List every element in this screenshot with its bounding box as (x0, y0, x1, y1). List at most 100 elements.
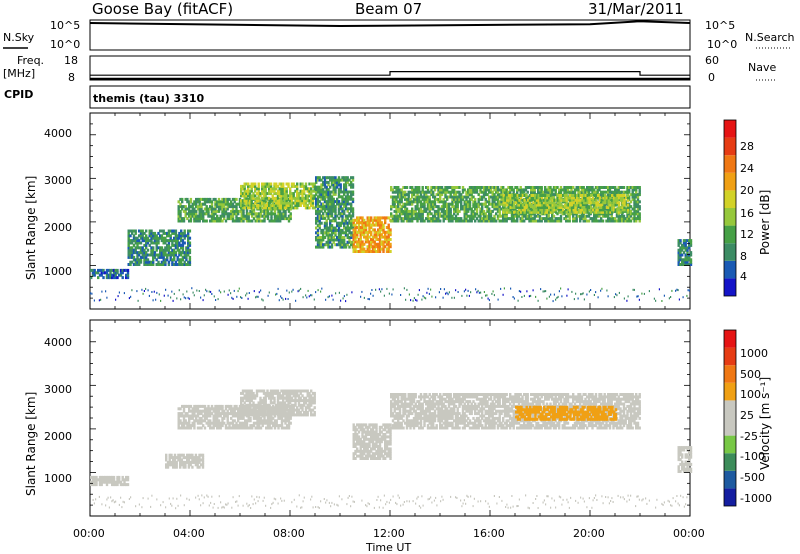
heatmap-cell (597, 296, 599, 299)
heatmap-cell (131, 246, 134, 250)
heatmap-cell (233, 409, 236, 413)
heatmap-cell (514, 209, 517, 213)
heatmap-cell (134, 231, 137, 235)
heatmap-cell (127, 255, 130, 259)
heatmap-cell (318, 236, 321, 239)
heatmap-cell (551, 198, 554, 202)
heatmap-cell (444, 190, 447, 194)
heatmap-cell (177, 214, 180, 218)
heatmap-cell (591, 219, 594, 223)
heatmap-cell (442, 209, 445, 213)
heatmap-cell (185, 297, 187, 300)
heatmap-cell (323, 231, 327, 235)
heatmap-cell (148, 234, 151, 238)
heatmap-cell (497, 298, 499, 301)
heatmap-cell (233, 197, 236, 201)
heatmap-cell (595, 210, 598, 214)
heatmap-cell (219, 217, 222, 221)
heatmap-cell (183, 251, 186, 255)
heatmap-cell (160, 263, 164, 266)
heatmap-cell (228, 421, 231, 425)
heatmap-cell (145, 255, 148, 259)
heatmap-cell (282, 214, 285, 218)
heatmap-cell (418, 197, 421, 201)
heatmap-cell (407, 200, 410, 204)
heatmap-cell (224, 207, 228, 211)
heatmap-cell (273, 419, 277, 423)
heatmap-cell (623, 208, 626, 212)
heatmap-cell (470, 207, 473, 211)
heatmap-cell (535, 203, 539, 207)
heatmap-cell (136, 263, 139, 266)
heatmap-cell (277, 209, 280, 213)
heatmap-cell (591, 190, 594, 194)
heatmap-cell (169, 255, 172, 259)
heatmap-cell (643, 292, 645, 295)
heatmap-cell (112, 276, 116, 280)
heatmap-cell (453, 209, 456, 213)
heatmap-cell (600, 217, 603, 221)
heatmap-cell (235, 207, 238, 211)
heatmap-cell (614, 190, 617, 194)
heatmap-cell (566, 212, 570, 216)
heatmap-cell (415, 298, 417, 301)
heatmap-cell (285, 194, 288, 198)
heatmap-cell (409, 212, 412, 216)
heatmap-cell (247, 201, 250, 205)
heatmap-cell (493, 205, 496, 209)
heatmap-cell (325, 228, 328, 232)
heatmap-cell (636, 200, 640, 204)
heatmap-cell (463, 200, 466, 204)
heatmap-cell (320, 228, 323, 232)
heatmap-cell (327, 192, 330, 196)
heatmap-cell (250, 194, 253, 198)
heatmap-cell (404, 190, 407, 194)
heatmap-cell (364, 221, 368, 225)
heatmap-cell (196, 412, 200, 416)
heatmap-cell (316, 243, 320, 247)
heatmap-cell (126, 268, 130, 272)
heatmap-cell (373, 242, 376, 246)
heatmap-cell (143, 251, 146, 255)
heatmap-cell (633, 288, 635, 291)
heatmap-cell (495, 207, 498, 211)
heatmap-cell (325, 200, 328, 204)
heatmap-cell (509, 190, 512, 194)
heatmap-cell (203, 219, 207, 223)
heatmap-cell (502, 210, 505, 214)
heatmap-cell (139, 260, 143, 264)
heatmap-cell (121, 271, 124, 275)
heatmap-cell (330, 231, 334, 235)
heatmap-cell (437, 214, 440, 218)
heatmap-cell (200, 421, 203, 425)
heatmap-cell (366, 247, 369, 251)
heatmap-cell (223, 290, 225, 293)
heatmap-cell (187, 296, 189, 299)
heatmap-cell (598, 210, 602, 214)
heatmap-cell (387, 245, 390, 249)
heatmap-cell (318, 219, 321, 223)
heatmap-cell (380, 223, 383, 227)
heatmap-cell (187, 465, 191, 469)
heatmap-cell (390, 195, 393, 199)
heatmap-cell (453, 200, 456, 204)
heatmap-cell (428, 212, 431, 216)
heatmap-cell (530, 186, 533, 189)
heatmap-cell (179, 465, 182, 469)
heatmap-cell (278, 199, 281, 203)
heatmap-cell (171, 231, 174, 235)
heatmap-cell (152, 255, 155, 259)
heatmap-cell (461, 219, 465, 223)
heatmap-cell (569, 203, 572, 207)
heatmap-cell (419, 195, 423, 199)
heatmap-cell (633, 202, 636, 206)
heatmap-cell (332, 185, 335, 189)
heatmap-cell (591, 217, 594, 221)
heatmap-cell (169, 234, 172, 238)
heatmap-cell (426, 197, 430, 201)
heatmap-cell (330, 224, 334, 228)
heatmap-cell (139, 241, 143, 245)
heatmap-cell (495, 212, 498, 216)
heatmap-cell (518, 194, 521, 197)
heatmap-cell (437, 190, 440, 194)
